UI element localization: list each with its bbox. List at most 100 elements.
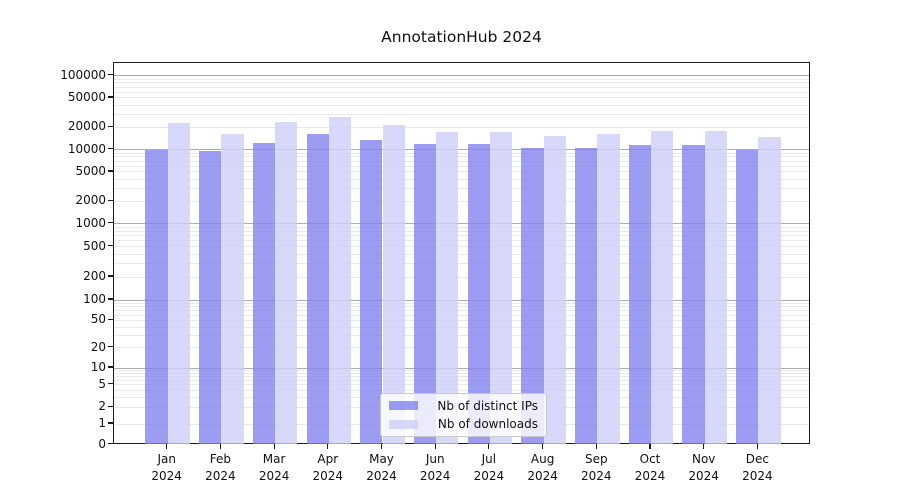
y-tick-mark (108, 148, 113, 150)
grid-line-minor (114, 246, 809, 248)
grid-line-minor (114, 86, 809, 88)
x-tick-label: Dec 2024 (742, 452, 773, 483)
y-tick-label: 5000 (75, 163, 106, 178)
legend-swatch-downloads (389, 419, 418, 429)
y-tick-mark (108, 222, 113, 224)
bar-distinct-ips-apr (306, 133, 329, 445)
y-tick-mark (108, 125, 113, 127)
bar-downloads-mar (275, 122, 298, 445)
bar-distinct-ips-aug (521, 148, 544, 445)
y-tick-label: 5 (98, 376, 106, 391)
grid-line-minor (114, 335, 809, 337)
grid-line-minor (114, 156, 809, 158)
y-tick-label: 100 (83, 292, 106, 306)
bar-downloads-jun (436, 132, 459, 445)
grid-line-minor (114, 379, 809, 381)
y-tick-mark (108, 199, 113, 201)
grid-line-minor (114, 230, 809, 232)
y-tick-label: 50 (90, 312, 106, 327)
bar-downloads-jan (167, 123, 190, 445)
y-tick-label: 20 (90, 339, 106, 354)
x-tick-mark (327, 444, 329, 449)
x-tick-mark (273, 444, 275, 449)
grid-line-minor (114, 78, 809, 80)
grid-line-minor (114, 97, 809, 99)
bar-downloads-oct (651, 131, 674, 445)
bar-distinct-ips-may (360, 139, 383, 445)
x-tick-label: Aug 2024 (527, 452, 558, 483)
bar-downloads-apr (328, 117, 352, 445)
x-tick-label: Nov 2024 (688, 452, 719, 483)
y-tick-mark (108, 366, 113, 368)
bar-downloads-dec (758, 137, 781, 445)
grid-line-minor (114, 319, 809, 321)
y-tick-mark (108, 318, 113, 321)
y-tick-label: 0 (98, 436, 106, 451)
x-tick-mark (166, 444, 168, 449)
bar-distinct-ips-oct (628, 145, 651, 445)
x-tick-mark (219, 444, 221, 449)
grid-line-minor (114, 104, 809, 106)
bar-distinct-ips-jul (467, 143, 490, 445)
x-tick-label: May 2024 (366, 452, 397, 483)
y-tick-mark (108, 442, 113, 445)
grid-line-minor (114, 314, 809, 316)
bar-distinct-ips-nov (682, 144, 705, 445)
bar-distinct-ips-sep (575, 148, 598, 445)
x-tick-mark (703, 444, 705, 449)
x-tick-label: Jul 2024 (473, 452, 505, 483)
grid-line-minor (114, 126, 809, 128)
bar-downloads-may (382, 125, 405, 445)
x-tick-mark (488, 444, 490, 449)
grid-line-minor (114, 160, 809, 162)
y-tick-label: 1000 (75, 215, 106, 230)
y-tick-label: 2 (98, 399, 106, 414)
bar-downloads-sep (597, 134, 620, 445)
grid-line-minor (114, 306, 809, 308)
bar-distinct-ips-dec (736, 150, 759, 445)
grid-line-minor (114, 372, 809, 374)
legend-label-downloads: Nb of downloads (437, 417, 538, 432)
y-tick-label: 10000 (67, 141, 106, 156)
legend-row-distinct-ips: Nb of distinct IPs (389, 398, 538, 414)
bar-downloads-jul (489, 131, 513, 445)
x-tick-mark (542, 444, 544, 449)
legend: Nb of distinct IPs Nb of downloads (380, 393, 547, 437)
x-tick-label: Jun 2024 (419, 452, 451, 483)
grid-line-minor (114, 113, 809, 115)
y-tick-label: 200 (83, 269, 106, 284)
grid-line-major (114, 223, 809, 225)
y-tick-mark (108, 245, 113, 247)
chart-title: AnnotationHub 2024 (381, 28, 542, 46)
x-tick-mark (756, 444, 758, 449)
plot-area: Nb of distinct IPs Nb of downloads (113, 62, 810, 445)
grid-line-minor (114, 263, 809, 265)
x-tick-mark (434, 444, 436, 449)
grid-line-minor (114, 276, 809, 278)
grid-line-minor (114, 178, 809, 180)
y-tick-mark (108, 170, 113, 172)
y-tick-label: 2000 (75, 193, 106, 208)
y-tick-mark (108, 383, 113, 385)
y-tick-mark (108, 275, 113, 277)
grid-line-minor (114, 91, 809, 93)
y-tick-mark (108, 345, 113, 348)
x-tick-label: Sep 2024 (581, 452, 612, 483)
grid-line-minor (114, 200, 809, 202)
y-tick-mark (108, 96, 113, 98)
bar-distinct-ips-mar (252, 143, 276, 445)
grid-line-minor (114, 82, 809, 84)
y-tick-label: 100000 (60, 67, 106, 82)
x-tick-label: Mar 2024 (258, 452, 290, 483)
y-tick-label: 500 (83, 238, 106, 253)
grid-line-minor (114, 152, 809, 154)
bar-distinct-ips-feb (199, 151, 222, 445)
bar-distinct-ips-jun (413, 144, 437, 445)
y-tick-mark (108, 422, 113, 424)
grid-line-major (114, 75, 809, 77)
grid-line-major (114, 149, 809, 151)
grid-line-minor (114, 226, 809, 228)
grid-line-minor (114, 171, 809, 173)
bar-downloads-aug (543, 135, 566, 445)
